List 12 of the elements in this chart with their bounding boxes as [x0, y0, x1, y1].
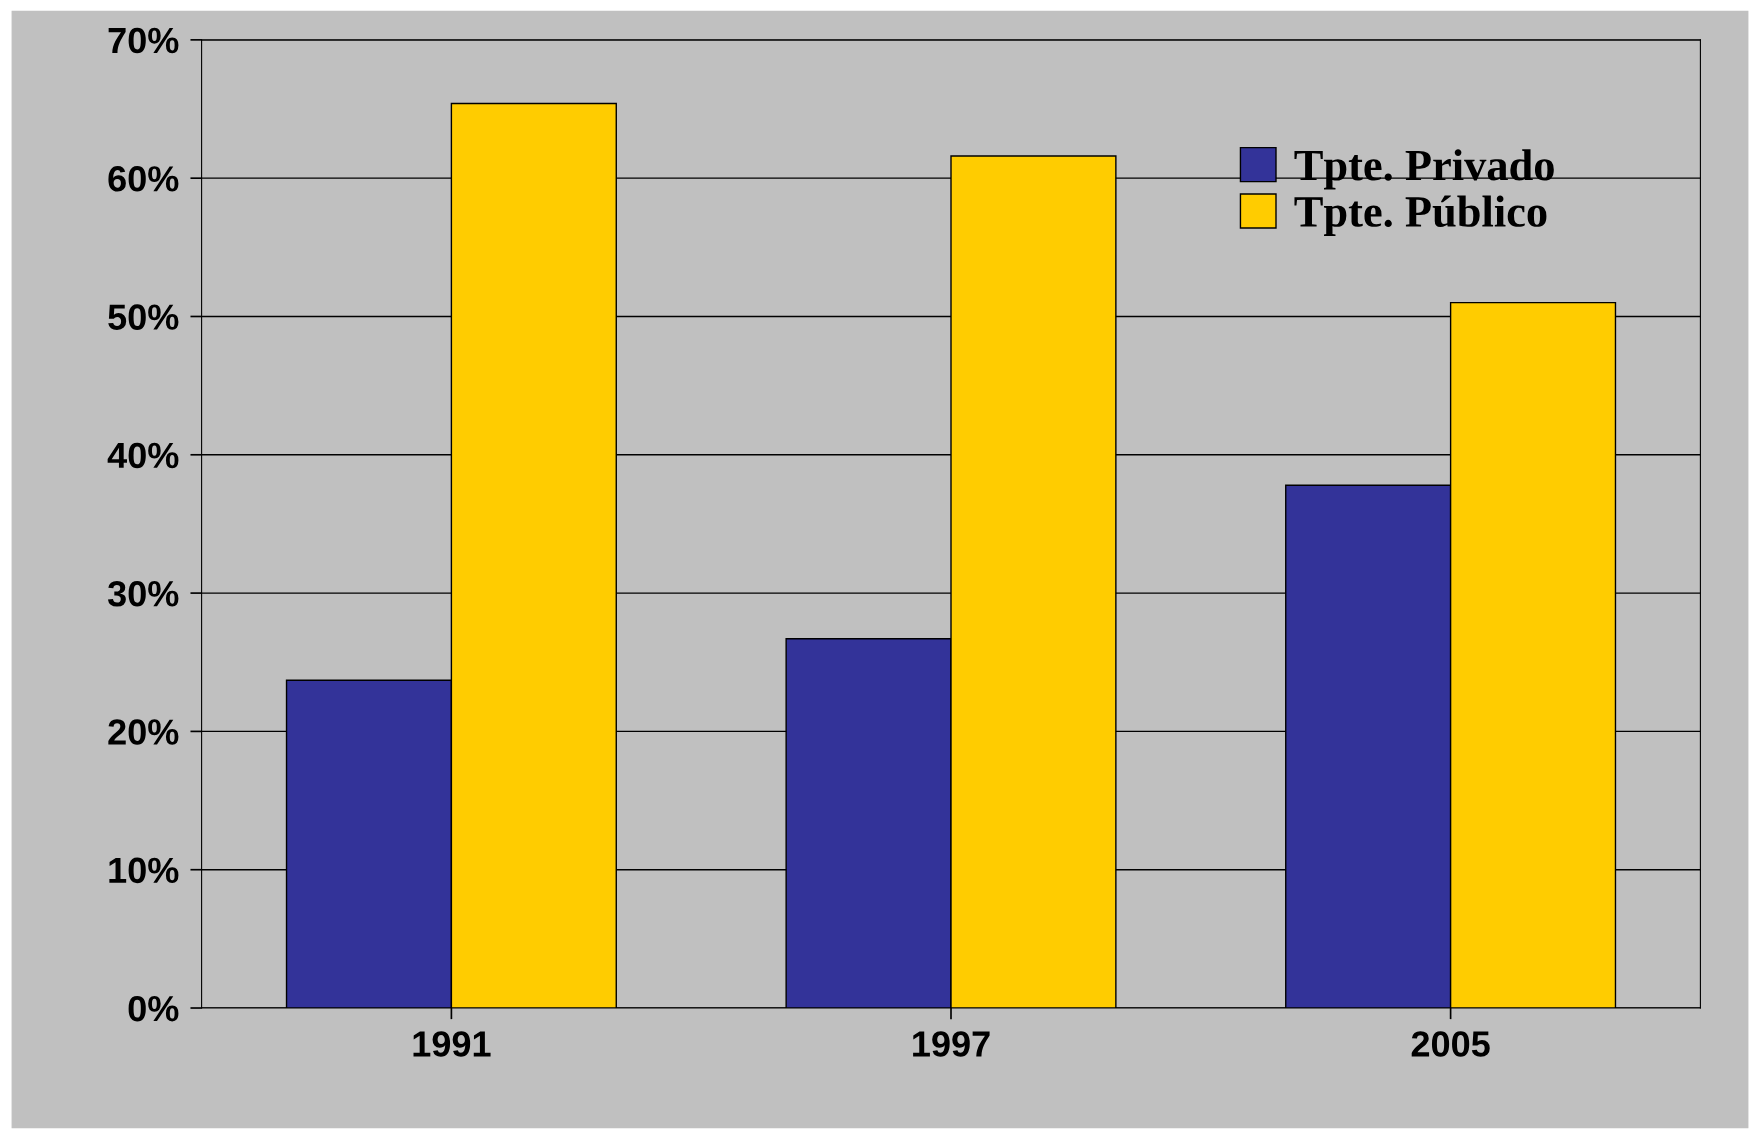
- x-tick-label: 1991: [413, 1031, 491, 1057]
- y-tick-label: 70%: [108, 27, 179, 54]
- y-tick-label: 0%: [128, 995, 179, 1022]
- y-tick-label: 30%: [107, 580, 179, 607]
- y-tick-label: 20%: [108, 719, 179, 745]
- x-tick-label: 2005: [1411, 1031, 1490, 1057]
- y-tick-label: 50%: [108, 304, 179, 330]
- y-tick-label: 60%: [108, 166, 179, 192]
- y-tick-label: 40%: [107, 442, 179, 469]
- y-tick-label: 10%: [109, 857, 179, 884]
- x-tick-label: 1997: [913, 1031, 990, 1057]
- legend-label: Tpte. Público: [1294, 195, 1547, 236]
